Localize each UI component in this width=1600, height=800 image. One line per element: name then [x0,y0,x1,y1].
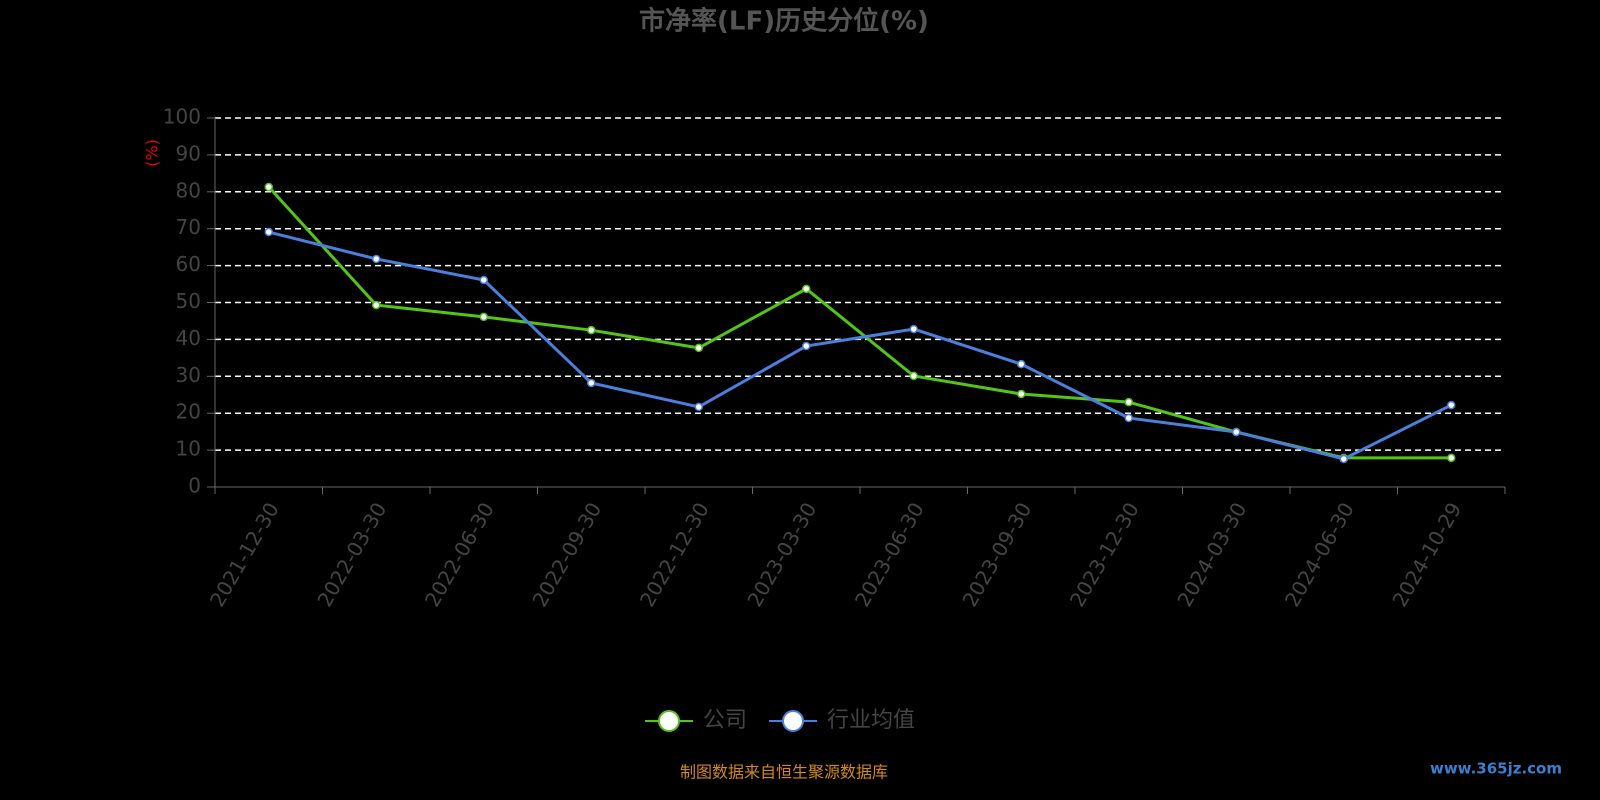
data-point [802,284,811,294]
y-tick-label: 40 [176,326,201,350]
y-tick-label: 60 [176,252,201,276]
y-tick-label: 10 [176,437,201,461]
y-tick-label: 100 [163,105,201,129]
y-tick-label: 80 [176,178,201,202]
background [0,0,1568,784]
data-point [1339,454,1348,464]
data-point [587,378,596,388]
legend-label: 公司 [703,708,747,733]
y-tick-label: 20 [176,400,201,424]
data-point [479,312,488,322]
y-tick-label: 70 [176,215,201,239]
data-point [1124,397,1133,407]
data-point [264,227,273,237]
data-point [479,275,488,285]
data-point [372,254,381,264]
data-point [587,325,596,335]
watermark: www.365jz.com [1430,760,1562,778]
data-point [1447,400,1456,410]
data-point [694,402,703,412]
y-axis-label: (%) [143,139,162,167]
y-tick-label: 90 [176,141,201,165]
y-tick-label: 0 [188,474,201,498]
data-point [372,300,381,310]
data-point [1447,453,1456,463]
data-point [1232,427,1241,437]
legend-label: 行业均值 [827,708,915,733]
legend-marker [782,710,805,732]
y-tick-label: 50 [176,289,201,313]
data-point [909,371,918,381]
data-point [909,324,918,334]
series-line [268,230,1452,461]
data-point [1017,359,1026,369]
data-point [802,341,811,351]
chart-title: 市净率(LF)历史分位(%) [639,6,929,37]
chart: 市净率(LF)历史分位(%) (%) 制图数据来自恒生聚源数据库 www.365… [0,0,1568,784]
y-tick-label: 30 [176,363,201,387]
source-note: 制图数据来自恒生聚源数据库 [680,763,888,782]
data-point [264,182,273,192]
data-point [1124,413,1133,423]
data-point [1017,389,1026,399]
legend-marker [658,710,680,732]
data-point [694,343,703,353]
